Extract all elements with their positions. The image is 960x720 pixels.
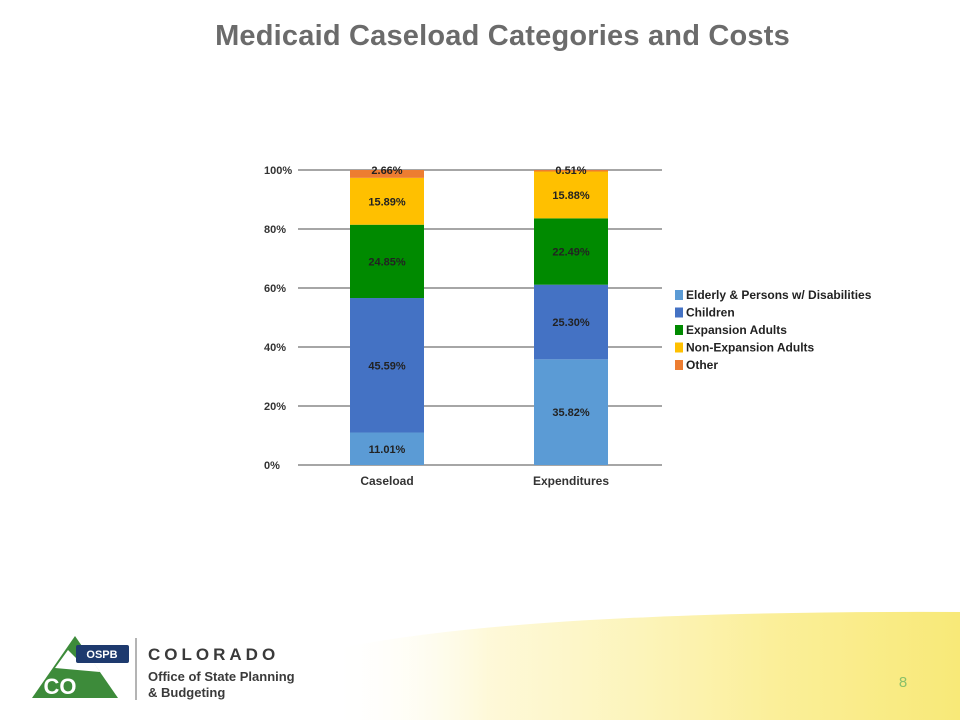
data-label: 11.01% xyxy=(369,444,406,456)
logo-badge-bg xyxy=(76,645,129,663)
x-tick-label: Caseload xyxy=(360,474,413,488)
bar-segment xyxy=(350,224,424,299)
data-label: 15.89% xyxy=(368,196,406,208)
bar-segment xyxy=(534,170,608,172)
data-label: 2.66% xyxy=(371,165,402,177)
org-name: COLORADO xyxy=(148,645,279,664)
bar-segment xyxy=(534,218,608,285)
legend-swatch xyxy=(675,307,683,318)
bar-segment xyxy=(534,171,608,219)
y-tick-label: 80% xyxy=(264,224,286,236)
bar-segment xyxy=(534,284,608,360)
data-label: 25.30% xyxy=(552,317,590,329)
bars: 11.01% 45.59% 24.85% 15.89% 2.66% 35.82% 25.30… xyxy=(350,165,608,465)
office-line-1: Office of State Planning xyxy=(148,669,295,684)
legend: Elderly & Persons w/ Disabilities Childre… xyxy=(675,288,872,372)
legend-swatch xyxy=(675,325,683,335)
logo-badge-text: OSPB xyxy=(86,649,117,661)
bar-segment xyxy=(350,170,424,178)
data-label: 24.85% xyxy=(368,256,406,268)
x-axis-ticks: Caseload Expenditures xyxy=(360,474,609,488)
logo-state-text: CO xyxy=(44,674,77,699)
bar-segment xyxy=(350,177,424,225)
bar-segment xyxy=(534,359,608,465)
bar-segment xyxy=(350,432,424,465)
bar-segment xyxy=(350,298,424,433)
legend-swatch xyxy=(675,360,683,370)
data-label: 45.59% xyxy=(368,360,406,372)
data-label: 35.82% xyxy=(552,407,590,419)
data-label: 22.49% xyxy=(552,247,590,259)
slide-title: Medicaid Caseload Categories and Costs xyxy=(215,20,790,52)
y-tick-label: 60% xyxy=(264,283,286,295)
legend-label: Expansion Adults xyxy=(686,323,787,337)
office-line-2: & Budgeting xyxy=(148,685,225,700)
data-label: 0.51% xyxy=(555,165,586,177)
y-tick-label: 20% xyxy=(264,401,286,413)
legend-label: Other xyxy=(686,358,718,372)
legend-label: Non-Expansion Adults xyxy=(686,341,815,355)
y-axis-ticks: 0% 20% 40% 60% 80% 100% xyxy=(264,165,292,472)
legend-swatch xyxy=(675,290,683,300)
page-number: 8 xyxy=(898,674,908,691)
legend-label: Children xyxy=(686,306,735,320)
y-tick-label: 0% xyxy=(264,460,280,472)
y-tick-label: 40% xyxy=(264,342,286,354)
legend-swatch xyxy=(675,342,683,353)
x-tick-label: Expenditures xyxy=(533,474,609,488)
data-label: 15.88% xyxy=(552,190,590,202)
legend-label: Elderly & Persons w/ Disabilities xyxy=(686,288,872,302)
y-tick-label: 100% xyxy=(264,165,292,177)
